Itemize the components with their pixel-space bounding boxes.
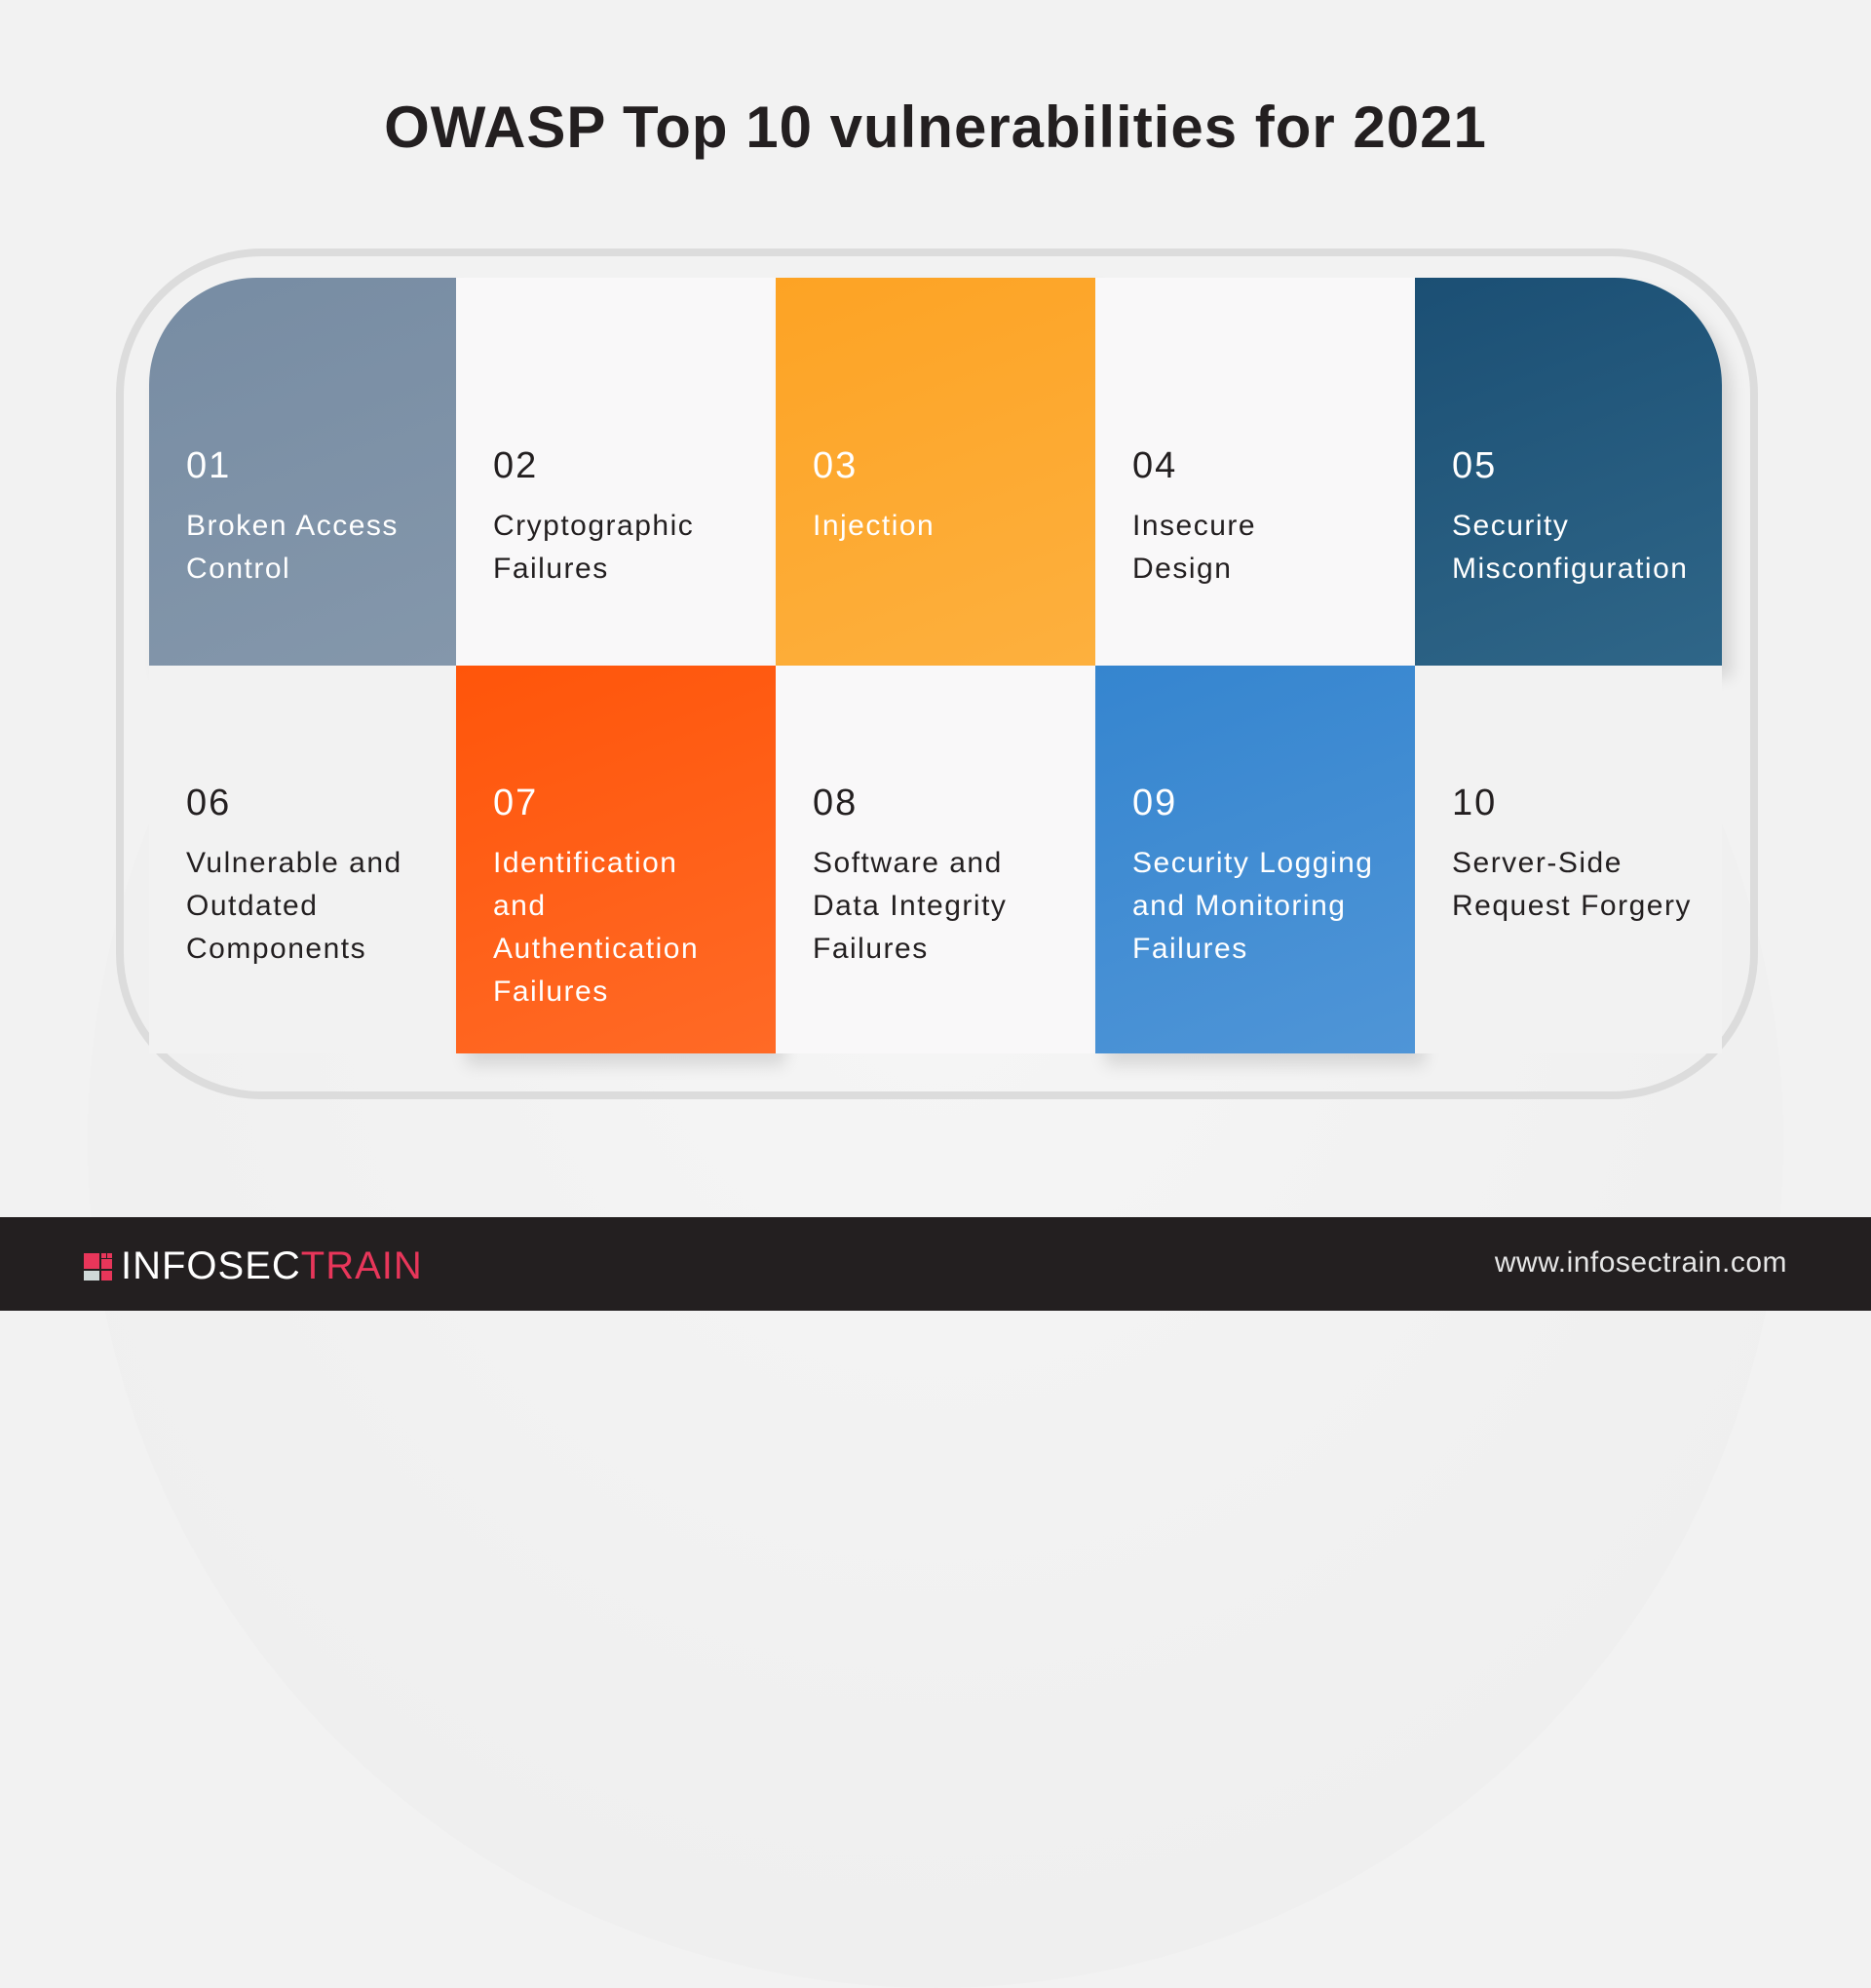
card-label: Security Misconfiguration [1452, 505, 1722, 591]
logo-icon [84, 1252, 112, 1281]
card-label: Identification and Authentication Failures [493, 842, 776, 1013]
card-label-line: Components [186, 933, 367, 965]
card-number: 03 [813, 445, 859, 486]
website-url[interactable]: www.infosectrain.com [1494, 1246, 1787, 1279]
card-number: 08 [813, 783, 859, 823]
card-label-line: Software and [813, 847, 1003, 879]
card-label-line: Misconfiguration [1452, 553, 1689, 585]
card-label: Insecure Design [1132, 505, 1415, 591]
card-number: 07 [493, 783, 539, 823]
infosectrain-logo: INFOSECTRAIN [84, 1244, 423, 1288]
card-label-line: Injection [813, 510, 936, 542]
card-label-line: Insecure [1132, 510, 1257, 542]
card-number: 06 [186, 783, 232, 823]
card-label-line: Failures [813, 933, 929, 965]
card-label-line: Identification [493, 847, 678, 879]
card-label: Security Logging and Monitoring Failures [1132, 842, 1415, 971]
vulnerability-card-03: 03 Injection [776, 278, 1095, 666]
card-label-line: Data Integrity [813, 890, 1008, 922]
vulnerability-card-06: 06 Vulnerable and Outdated Components [149, 666, 456, 1053]
card-label-line: and Monitoring [1132, 890, 1347, 922]
card-number: 01 [186, 445, 232, 486]
card-label: Injection [813, 505, 1095, 548]
logo-text: INFOSECTRAIN [121, 1244, 423, 1287]
card-label-line: Authentication [493, 933, 700, 965]
vulnerability-card-10: 10 Server-Side Request Forgery [1415, 666, 1722, 1053]
card-label-line: Security Logging [1132, 847, 1374, 879]
rounded-frame [116, 248, 1758, 1099]
card-number: 05 [1452, 445, 1498, 486]
card-label-line: Control [186, 553, 291, 585]
card-label-line: Failures [1132, 933, 1248, 965]
card-label-line: and [493, 890, 547, 922]
card-label-line: Request Forgery [1452, 890, 1692, 922]
page-title: OWASP Top 10 vulnerabilities for 2021 [384, 95, 1487, 160]
card-label-line: Vulnerable and [186, 847, 402, 879]
card-number: 02 [493, 445, 539, 486]
card-label-line: Server-Side [1452, 847, 1623, 879]
vulnerability-card-02: 02 Cryptographic Failures [456, 278, 776, 666]
card-label: Cryptographic Failures [493, 505, 776, 591]
card-label: Vulnerable and Outdated Components [186, 842, 456, 971]
card-label: Broken Access Control [186, 505, 456, 591]
card-number: 09 [1132, 783, 1178, 823]
card-label-line: Broken Access [186, 510, 399, 542]
card-label: Software and Data Integrity Failures [813, 842, 1095, 971]
vulnerability-card-09: 09 Security Logging and Monitoring Failures [1095, 666, 1415, 1053]
card-label-line: Cryptographic [493, 510, 695, 542]
card-label-line: Design [1132, 553, 1233, 585]
card-label-line: Outdated [186, 890, 319, 922]
card-label-line: Failures [493, 553, 609, 585]
footer: INFOSECTRAIN www.infosectrain.com [0, 1217, 1871, 1311]
card-number: 04 [1132, 445, 1178, 486]
vulnerability-card-08: 08 Software and Data Integrity Failures [776, 666, 1095, 1053]
card-label: Server-Side Request Forgery [1452, 842, 1722, 928]
card-label-line: Failures [493, 975, 609, 1008]
card-number: 10 [1452, 783, 1498, 823]
vulnerability-card-05: 05 Security Misconfiguration [1415, 278, 1722, 666]
vulnerability-card-07: 07 Identification and Authentication Failure… [456, 666, 776, 1053]
vulnerability-card-04: 04 Insecure Design [1095, 278, 1415, 666]
vulnerability-card-01: 01 Broken Access Control [149, 278, 456, 666]
card-label-line: Security [1452, 510, 1570, 542]
